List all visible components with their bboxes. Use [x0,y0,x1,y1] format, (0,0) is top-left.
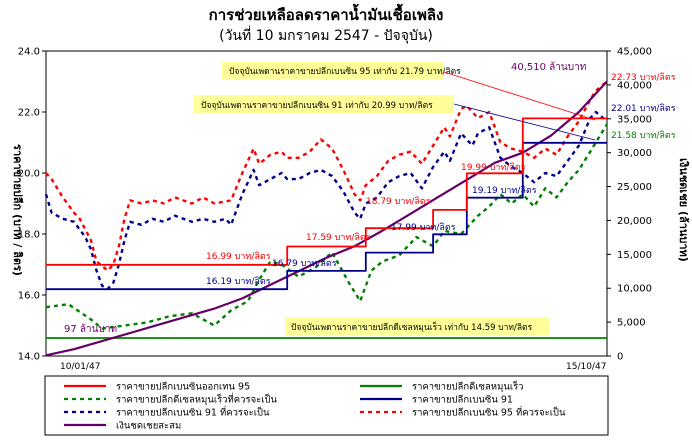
left-tick-label: 16.0 [18,291,40,302]
right-tick-label: 25,000 [617,182,652,193]
right-tick-label: 35,000 [617,114,652,125]
annotation-box-b91 [194,95,454,113]
step-label-b95-4: 19.99 บาท/ลิตร [461,162,526,173]
series-line-5 [45,80,608,272]
series-line-6 [45,80,608,357]
right-tick-label: 15,000 [617,250,652,261]
legend-label: ราคาขายปลีกดีเซลหมุนเร็ว [412,380,524,393]
annotation-text-b95: ปัจจุบันเพดานราคาขายปลีกเบนซิน 95 เท่ากั… [229,66,461,77]
left-tick-label: 18.0 [18,230,40,241]
left-axis-ticks: 14.0 16.0 18.0 20.0 22.0 24.0 [18,47,46,363]
legend-label: ราคาขายปลีกเบนซิน 91 [412,394,513,406]
legend-label: ราคาขายปลีกดีเซลหมุนเร็วที่ควรจะเป็น [116,393,278,406]
end-label-diesel: 21.58 บาท/ลิตร [611,130,676,141]
end-label-b95: 22.73 บาท/ลิตร [611,72,676,83]
annotation-pointer-b95 [443,71,596,121]
series-line-4 [44,110,608,291]
subsidy-end-label: 40,510 ล้านบาท [511,61,586,73]
step-label-b91-4: 19.19 บาท/ลิตร [472,185,537,196]
step-label-b91-1: 16.19 บาท/ลิตร [206,276,271,287]
left-tick-label: 14.0 [18,352,40,363]
chart-title: การช่วยเหลือลดราคาน้ำมันเชื้อเพลิง [209,3,444,24]
right-tick-label: 10,000 [617,284,652,295]
step-label-b91-2: 16.79 บาท/ลิตร [272,258,337,269]
left-tick-label: 22.0 [18,108,40,119]
legend-label: ราคาขายปลีกเบนซิน 95 ที่ควรจะเป็น [412,406,566,419]
right-tick-label: 5,000 [617,318,646,329]
left-tick-label: 24.0 [18,47,40,58]
step-label-b91-3: 17.99 บาท/ลิตร [391,222,456,233]
annotation-box-b95 [222,62,444,79]
legend: ราคาขายปลีกเบนซินออกเทน 95 ราคาขายปลีกดีเ… [64,380,566,432]
x-tick-start: 10/01/47 [60,362,100,372]
step-label-b95-1: 16.99 บาท/ลิตร [206,251,271,262]
annotation-text-diesel: ปัจจุบันเพดานราคาขายปลีกดีเซลหมุนเร็ว เท… [291,321,533,333]
x-tick-end: 15/10/47 [566,362,606,372]
right-tick-label: 45,000 [617,47,652,58]
annotation-box-diesel [285,317,549,335]
legend-label: ราคาขายปลีกเบนซินออกเทน 95 [116,381,250,393]
right-tick-label: 0 [617,352,623,363]
chart-subtitle: (วันที่ 10 มกราคม 2547 - ปัจจุบัน) [219,26,433,44]
plot-frame [45,50,608,357]
series-line-2 [45,123,609,330]
y-axis-label-right: เงินชดเชย (ล้านบาท) [677,158,690,262]
legend-label: เงินชดเชยสะสม [116,421,181,432]
y-axis-label-left: ราคาขายปลีก (บาท / ลิตร) [11,144,24,276]
step-label-b95-2: 17.59 บาท/ลิตร [306,232,371,243]
annotation-pointer-b91 [453,103,596,141]
right-tick-label: 30,000 [617,148,652,159]
right-tick-label: 40,000 [617,80,652,91]
series-layer [44,80,609,357]
subsidy-start-label: 97 ล้านบาท [64,323,117,335]
annotation-text-b91: ปัจจุบันเพดานราคาขายปลีกเบนซิน 91 เท่ากั… [201,100,433,111]
end-label-b91: 22.01 บาท/ลิตร [611,103,676,114]
step-label-b95-3: 18.79 บาท/ลิตร [366,196,431,207]
left-tick-label: 20.0 [18,169,40,180]
legend-label: ราคาขายปลีกเบนซิน 91 ที่ควรจะเป็น [116,406,270,419]
right-axis-ticks: 0 5,000 10,000 15,000 20,000 25,000 30,000 35,0… [607,47,652,363]
legend-box [44,375,609,436]
series-line-0 [46,117,607,266]
series-line-3 [46,141,607,291]
right-tick-label: 20,000 [617,216,652,227]
